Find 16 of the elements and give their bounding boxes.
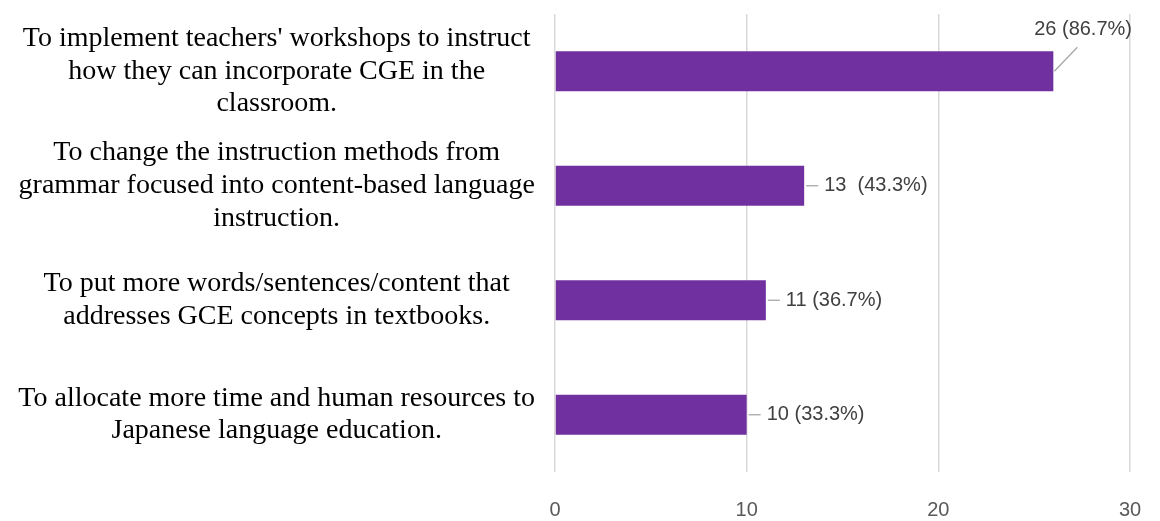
y-tick-label: To implement teachers' workshops to instruct how they can incorporate CGE in the classroom. — [22, 20, 531, 118]
x-tick-label: 20 — [927, 497, 950, 520]
y-tick-label: To change the instruction methods from grammar focused into content-based language instruction. — [18, 135, 535, 232]
data-label: 10 (33.3%) — [766, 402, 865, 425]
x-tick-label: 10 — [735, 497, 758, 520]
data-label: 13 (43.3%) — [824, 173, 928, 196]
x-tick-label: 0 — [549, 497, 561, 520]
data-label: 26 (86.7%) — [1034, 16, 1133, 39]
bar — [555, 165, 805, 206]
y-tick-label: To allocate more time and human resources to Japanese language education. — [18, 380, 535, 445]
bar — [555, 394, 747, 435]
y-tick-label: To put more words/sentences/content that addresses GCE concepts in textbooks. — [43, 266, 510, 330]
data-label: 11 (36.7%) — [785, 287, 883, 310]
bar — [555, 51, 1054, 92]
x-tick-label: 30 — [1118, 497, 1142, 520]
bar — [555, 280, 766, 321]
